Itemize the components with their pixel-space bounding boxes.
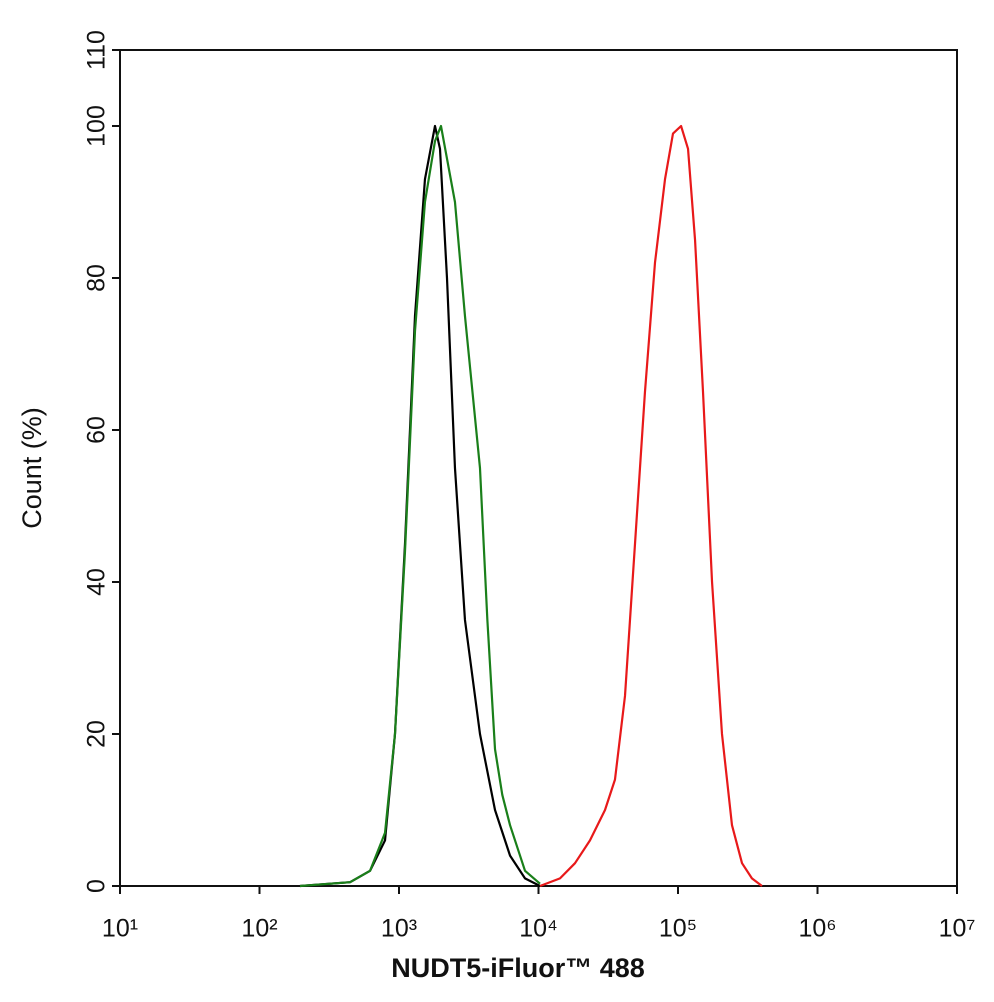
plot-frame: [119, 49, 958, 887]
histogram-line: [299, 124, 541, 888]
histogram-line: [299, 124, 541, 888]
y-tick-label: 20: [83, 720, 111, 748]
y-tick-label: 110: [83, 30, 111, 70]
y-axis-title: Count (%): [17, 407, 47, 529]
y-tick-label: 0: [83, 879, 111, 893]
histogram-line: [539, 124, 763, 888]
y-tick-label: 100: [83, 105, 111, 147]
x-tick-label: 10⁴: [519, 915, 558, 943]
x-tick-label: 10⁷: [939, 915, 976, 943]
x-tick-label: 10⁵: [659, 915, 697, 943]
y-tick-label: 40: [83, 568, 111, 596]
x-tick-label: 10¹: [102, 915, 138, 943]
x-tick-label: 10⁶: [798, 915, 836, 943]
y-tick-label: 60: [83, 416, 111, 444]
y-tick-label: 80: [83, 264, 111, 292]
x-axis-title: NUDT5-iFluor™ 488: [391, 953, 645, 983]
x-tick-label: 10²: [241, 915, 277, 943]
x-tick-label: 10³: [381, 915, 417, 943]
